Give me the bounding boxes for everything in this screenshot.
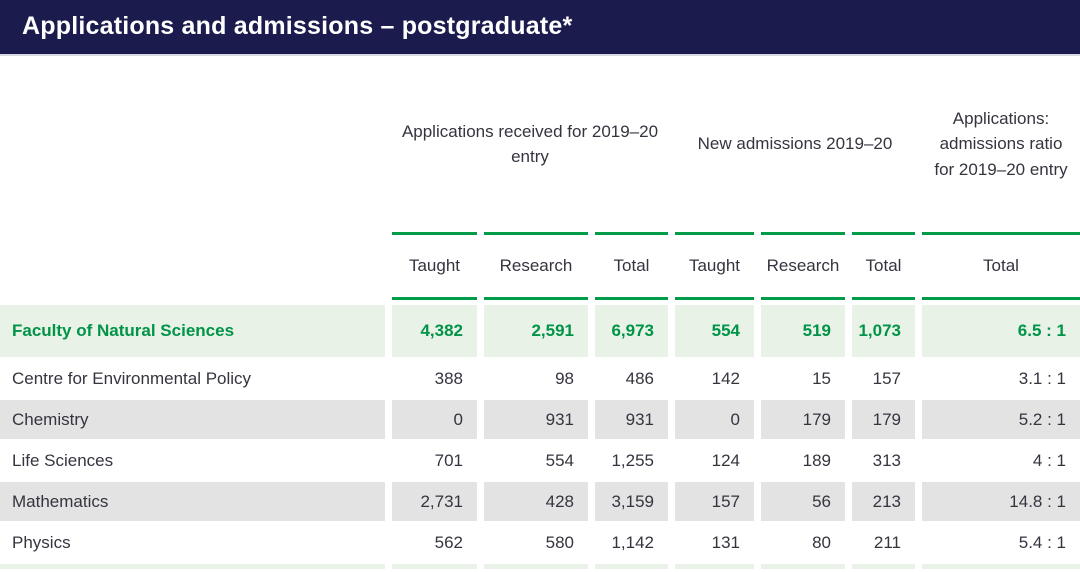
cell-value: 15: [812, 368, 831, 388]
cell-value: 0: [675, 400, 754, 439]
subheader-adm-taught: Taught: [675, 232, 754, 300]
table-row-chemistry: Chemistry 0 931 931 0 179 179 5.2 : 1: [0, 400, 1080, 439]
subheader-adm-total: Total: [852, 232, 915, 300]
row-label: Mathematics: [0, 482, 385, 521]
cell-value: 580: [545, 532, 574, 552]
cell-value: 80: [812, 532, 831, 552]
row-label: Chemistry: [0, 400, 385, 439]
cell-value: 701: [434, 450, 463, 470]
subheader-row: Taught Research Total Taught Research To…: [0, 232, 1080, 300]
cell-value: 179: [761, 400, 845, 439]
subheader-spacer: [0, 232, 385, 300]
partial-next-row: [0, 564, 1080, 569]
cell-value: 179: [852, 400, 915, 439]
row-label: Centre for Environmental Policy: [12, 368, 252, 388]
cell-value: 1,255: [611, 450, 654, 470]
group-header-spacer: [0, 56, 385, 232]
cell-value: 554: [545, 450, 574, 470]
cell-value: 313: [872, 450, 901, 470]
subheader-adm-research: Research: [761, 232, 845, 300]
group-header-row: Applications received for 2019–20 entry …: [0, 56, 1080, 232]
cell-value: 14.8 : 1: [922, 482, 1080, 521]
cell-value: 562: [434, 532, 463, 552]
cell-value: 131: [711, 532, 740, 552]
group-header-ratio: Applications: admissions ratio for 2019–…: [934, 108, 1068, 179]
cell-value: 5.4 : 1: [1018, 532, 1066, 552]
cell-value: 931: [484, 400, 588, 439]
cell-value: 157: [872, 368, 901, 388]
row-label: Physics: [12, 532, 71, 552]
row-label: Life Sciences: [12, 450, 114, 470]
cell-value: 157: [675, 482, 754, 521]
cell-value: 3.1 : 1: [1018, 368, 1066, 388]
cell-value: 213: [852, 482, 915, 521]
cell-value: 189: [802, 450, 831, 470]
cell-value: 1,073: [852, 305, 915, 357]
title-bar: Applications and admissions – postgradua…: [0, 0, 1080, 56]
cell-value: 5.2 : 1: [922, 400, 1080, 439]
cell-value: 56: [761, 482, 845, 521]
table-row-life-sciences: Life Sciences 701 554 1,255 124 189 313 …: [0, 441, 1080, 480]
cell-value: 4 : 1: [1032, 450, 1066, 470]
cell-value: 931: [595, 400, 668, 439]
cell-value: 486: [625, 368, 654, 388]
table-row-faculty-of-natural-sciences: Faculty of Natural Sciences 4,382 2,591 …: [0, 305, 1080, 357]
cell-value: 4,382: [392, 305, 477, 357]
cell-value: 6,973: [595, 305, 668, 357]
subheader-ratio-total: Total: [922, 232, 1080, 300]
table-row-centre-for-environmental-policy: Centre for Environmental Policy 388 98 4…: [0, 359, 1080, 398]
cell-value: 98: [555, 368, 574, 388]
cell-value: 554: [675, 305, 754, 357]
cell-value: 0: [392, 400, 477, 439]
group-header-new-admissions: New admissions 2019–20: [697, 134, 893, 154]
subheader-apps-total: Total: [595, 232, 668, 300]
subheader-apps-taught: Taught: [392, 232, 477, 300]
cell-value: 2,591: [484, 305, 588, 357]
cell-value: 2,731: [392, 482, 477, 521]
cell-value: 6.5 : 1: [922, 305, 1080, 357]
row-label: Faculty of Natural Sciences: [0, 305, 385, 357]
subheader-apps-research: Research: [484, 232, 588, 300]
table-row-physics: Physics 562 580 1,142 131 80 211 5.4 : 1: [0, 523, 1080, 562]
cell-value: 519: [761, 305, 845, 357]
cell-value: 1,142: [611, 532, 654, 552]
cell-value: 428: [484, 482, 588, 521]
cell-value: 211: [873, 532, 901, 552]
cell-value: 3,159: [595, 482, 668, 521]
cell-value: 124: [711, 450, 740, 470]
page-title: Applications and admissions – postgradua…: [22, 11, 573, 40]
table-row-mathematics: Mathematics 2,731 428 3,159 157 56 213 1…: [0, 482, 1080, 521]
group-header-applications-received: Applications received for 2019–20 entry: [401, 121, 659, 167]
cell-value: 388: [434, 368, 463, 388]
cell-value: 142: [711, 368, 740, 388]
